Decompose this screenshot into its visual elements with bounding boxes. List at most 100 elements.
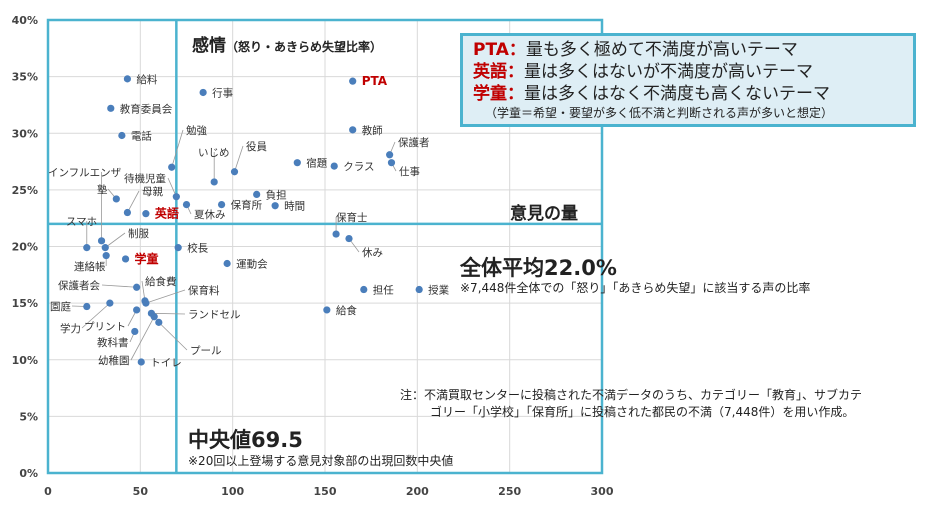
mean-note: ※7,448件全体での「怒り」「あきらめ失望」に該当する声の比率 [460, 281, 811, 295]
data-point [123, 208, 132, 217]
data-label: ランドセル [188, 309, 241, 321]
data-label: 勉強 [186, 124, 207, 137]
legend-key: PTA： [473, 40, 526, 60]
data-label: 保育所 [231, 199, 263, 212]
data-label: 待機児童 [124, 172, 166, 185]
data-label: 教師 [362, 124, 383, 137]
data-point [155, 318, 163, 326]
data-point [217, 200, 226, 209]
data-point [97, 237, 106, 245]
data-label: 給食費 [145, 275, 177, 288]
y-tick-label: 20% [12, 241, 38, 254]
data-label: プール [190, 345, 222, 357]
data-point [345, 234, 353, 243]
data-point [230, 168, 239, 176]
data-label: PTA [362, 74, 388, 88]
data-label: 保護者会 [58, 279, 100, 292]
y-tick-label: 25% [12, 184, 38, 197]
leader-line [145, 289, 186, 304]
y-tick-label: 5% [19, 410, 38, 423]
median-note: ※20回以上登場する意見対象部の出現回数中央値 [188, 454, 454, 468]
data-point [253, 190, 261, 199]
data-label: 教育委員会 [120, 102, 173, 115]
data-point [121, 255, 130, 263]
data-label: 授業 [428, 284, 449, 297]
data-point [102, 251, 110, 260]
legend-line-english: 英語：量は多くはないが不満度が高いテーマ [473, 61, 903, 83]
data-label: トイレ [150, 357, 182, 369]
data-label: インフルエンザ [48, 167, 122, 179]
data-point [83, 244, 91, 252]
data-point [271, 202, 279, 210]
legend-key: 学童： [473, 84, 524, 104]
x-tick-label: 0 [44, 485, 52, 498]
source-note-line1: 注：不満買取センターに投稿された不満データのうち、カテゴリー「教育」、サブカテ [400, 388, 863, 402]
data-point [112, 195, 120, 203]
data-label: 負担 [266, 189, 287, 201]
data-point [142, 210, 150, 218]
y-tick-label: 30% [12, 127, 38, 140]
data-point [174, 244, 182, 252]
data-label: 給食 [336, 304, 357, 317]
data-point [83, 302, 91, 311]
leader-line [171, 129, 184, 168]
data-label: 幼稚園 [98, 354, 130, 367]
data-label: 英語 [155, 206, 179, 221]
legend-text: 量は多くはなく不満度も高くないテーマ [524, 84, 830, 104]
data-point [137, 358, 145, 366]
data-point [199, 88, 207, 97]
data-point [182, 200, 191, 209]
data-point [386, 151, 394, 159]
data-label: 運動会 [236, 257, 268, 270]
data-point [349, 126, 357, 134]
data-label: 校長 [187, 242, 208, 255]
data-point [133, 283, 141, 291]
data-point [133, 306, 141, 314]
data-label: クラス [343, 161, 374, 173]
data-point [123, 75, 132, 83]
leader-line [151, 312, 186, 315]
x-axis-title: 意見の量 [510, 204, 578, 224]
data-label: 保育士 [336, 211, 368, 224]
x-tick-label: 300 [591, 485, 614, 498]
y-tick-label: 10% [12, 354, 38, 367]
legend-box: PTA：量も多く極めて不満度が高いテーマ 英語：量は多くはないが不満度が高いテー… [460, 33, 916, 127]
data-point [172, 193, 180, 201]
data-label: 学力 [60, 322, 81, 335]
gridlines [47, 19, 603, 474]
data-point [150, 313, 158, 321]
data-point [131, 327, 139, 336]
data-label: 保育料 [188, 284, 220, 297]
data-label: 電話 [131, 130, 152, 143]
data-point [323, 306, 331, 314]
data-label: 制服 [128, 227, 149, 240]
data-points [83, 75, 423, 366]
data-label: 園庭 [50, 300, 71, 313]
x-tick-label: 200 [406, 485, 429, 498]
leader-line [81, 302, 111, 329]
x-axis-ticks: 0 50 100 150 200 250 300 [44, 485, 614, 498]
data-label: 保護者 [398, 136, 430, 149]
data-label: 連絡帳 [74, 260, 106, 273]
data-label: 学童 [135, 251, 159, 266]
data-point [293, 159, 301, 167]
data-label: プリント [84, 321, 126, 333]
legend-line-gakudo: 学童：量は多くはなく不満度も高くないテーマ [473, 83, 903, 105]
data-label: 行事 [212, 86, 233, 99]
data-label: 母親 [142, 185, 163, 198]
legend-line-pta: PTA：量も多く極めて不満度が高いテーマ [473, 39, 903, 61]
legend-text: 量は多くはないが不満度が高いテーマ [524, 62, 813, 82]
y-tick-label: 15% [12, 297, 38, 310]
data-point [330, 162, 338, 170]
median-label: 中央値69.5 [188, 428, 303, 452]
data-label: 担任 [373, 284, 394, 297]
data-label: 給料 [136, 73, 157, 86]
leader-line [101, 284, 137, 288]
y-axis-title: 感情（怒り・あきらめ失望比率） [192, 36, 383, 56]
leader-line [105, 232, 126, 248]
data-label: 時間 [284, 201, 305, 213]
data-point [332, 230, 340, 238]
data-point [387, 159, 396, 167]
data-label: 仕事 [399, 165, 420, 178]
legend-text: 量も多く極めて不満度が高いテーマ [525, 40, 798, 60]
